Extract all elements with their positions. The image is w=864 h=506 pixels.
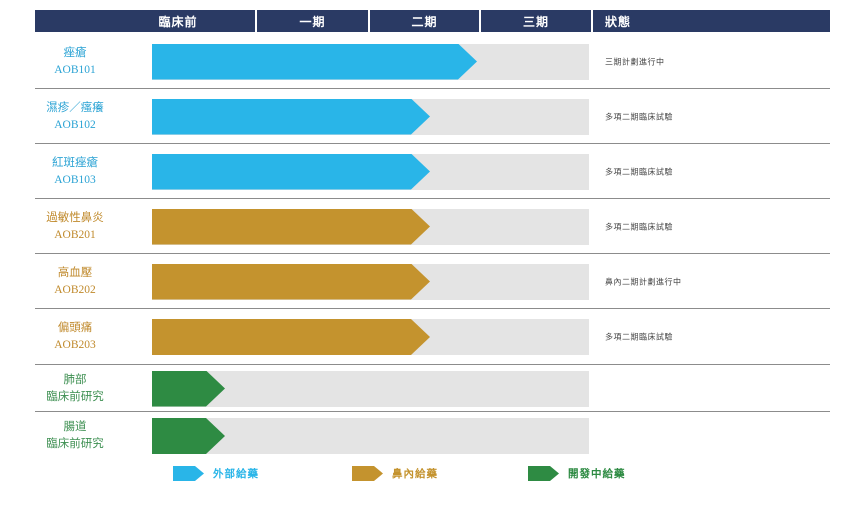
row-label: 高血壓 AOB202: [0, 254, 150, 309]
program-code: AOB102: [54, 118, 96, 131]
progress-bar: [152, 371, 225, 407]
indication-name: 高血壓: [57, 266, 93, 279]
progress-bar: [152, 99, 430, 135]
status-text: 多項二期臨床試驗: [605, 332, 673, 342]
row-separator: [35, 308, 830, 309]
row-label: 紅斑痤瘡 AOB103: [0, 144, 150, 199]
topical-arrow-icon: [173, 466, 204, 481]
pipeline-row-aob101: 痤瘡 AOB101 三期計劃進行中: [0, 34, 864, 89]
header-status: 狀態: [593, 10, 830, 32]
status-text: 三期計劃進行中: [605, 57, 665, 66]
indication-name: 痤瘡: [63, 46, 87, 59]
program-code: AOB202: [54, 283, 96, 296]
pipeline-row-aob103: 紅斑痤瘡 AOB103 多項二期臨床試驗: [0, 144, 864, 199]
progress-track: [152, 370, 589, 407]
progress-track: [152, 418, 589, 454]
row-separator: [35, 411, 830, 412]
status-text: 鼻內二期計劃進行中: [605, 277, 682, 286]
header-preclinical: 臨床前: [35, 10, 255, 32]
pipeline-row-aob102: 濕疹／瘙癢 AOB102 多項二期臨床試驗: [0, 89, 864, 144]
row-label: 過敏性鼻炎 AOB201: [0, 199, 150, 254]
row-label: 濕疹／瘙癢 AOB102: [0, 89, 150, 144]
program-code: AOB201: [54, 228, 96, 241]
pipeline-row-lung: 肺部 臨床前研究: [0, 365, 864, 412]
progress-track: [152, 319, 589, 355]
pipeline-row-gut: 腸道 臨床前研究: [0, 412, 864, 460]
row-label: 腸道 臨床前研究: [0, 412, 150, 460]
header-phase2: 二期: [370, 10, 479, 32]
legend-item-topical: 外部給藥: [173, 466, 259, 481]
progress-track: [152, 43, 589, 80]
progress-bar: [152, 418, 225, 454]
indication-name: 過敏性鼻炎: [46, 211, 104, 224]
progress-bar: [152, 319, 430, 355]
indication-name: 肺部: [63, 373, 87, 386]
intranasal-arrow-icon: [352, 466, 383, 481]
indication-name: 紅斑痤瘡: [52, 156, 98, 169]
progress-bar: [152, 264, 430, 300]
program-code: 臨床前研究: [46, 390, 104, 403]
header-phase3: 三期: [481, 10, 591, 32]
row-separator: [35, 198, 830, 199]
progress-track: [152, 98, 589, 135]
progress-track: [152, 208, 589, 245]
status-text: 多項二期臨床試驗: [605, 167, 673, 176]
program-code: AOB103: [54, 173, 96, 186]
row-separator: [35, 364, 830, 365]
pipeline-row-aob201: 過敏性鼻炎 AOB201 多項二期臨床試驗: [0, 199, 864, 254]
row-label: 痤瘡 AOB101: [0, 34, 150, 89]
legend-item-development: 開發中給藥: [528, 466, 626, 481]
progress-bar: [152, 209, 430, 245]
legend-label: 開發中給藥: [568, 469, 626, 480]
row-label: 偏頭痛 AOB203: [0, 309, 150, 365]
pipeline-row-aob202: 高血壓 AOB202 鼻內二期計劃進行中: [0, 254, 864, 309]
progress-bar: [152, 154, 430, 190]
indication-name: 偏頭痛: [57, 322, 93, 335]
legend-label: 外部給藥: [213, 469, 259, 480]
indication-name: 濕疹／瘙癢: [46, 101, 104, 114]
row-separator: [35, 253, 830, 254]
program-code: AOB203: [54, 339, 96, 351]
row-separator: [35, 143, 830, 144]
legend-label: 鼻內給藥: [392, 469, 438, 480]
status-text: 多項二期臨床試驗: [605, 222, 673, 231]
header-phase1: 一期: [257, 10, 368, 32]
pipeline-row-aob203: 偏頭痛 AOB203 多項二期臨床試驗: [0, 309, 864, 365]
program-code: 臨床前研究: [46, 438, 104, 450]
row-label: 肺部 臨床前研究: [0, 365, 150, 412]
progress-bar: [152, 44, 477, 80]
status-text: 多項二期臨床試驗: [605, 112, 673, 121]
legend: 外部給藥 鼻內給藥 開發中給藥: [0, 462, 864, 486]
progress-track: [152, 263, 589, 300]
progress-track: [152, 153, 589, 190]
program-code: AOB101: [54, 63, 96, 76]
phase-header-row: 臨床前 一期 二期 三期 狀態: [35, 10, 830, 32]
indication-name: 腸道: [63, 421, 87, 434]
development-arrow-icon: [528, 466, 559, 481]
row-separator: [35, 88, 830, 89]
legend-item-intranasal: 鼻內給藥: [352, 466, 438, 481]
